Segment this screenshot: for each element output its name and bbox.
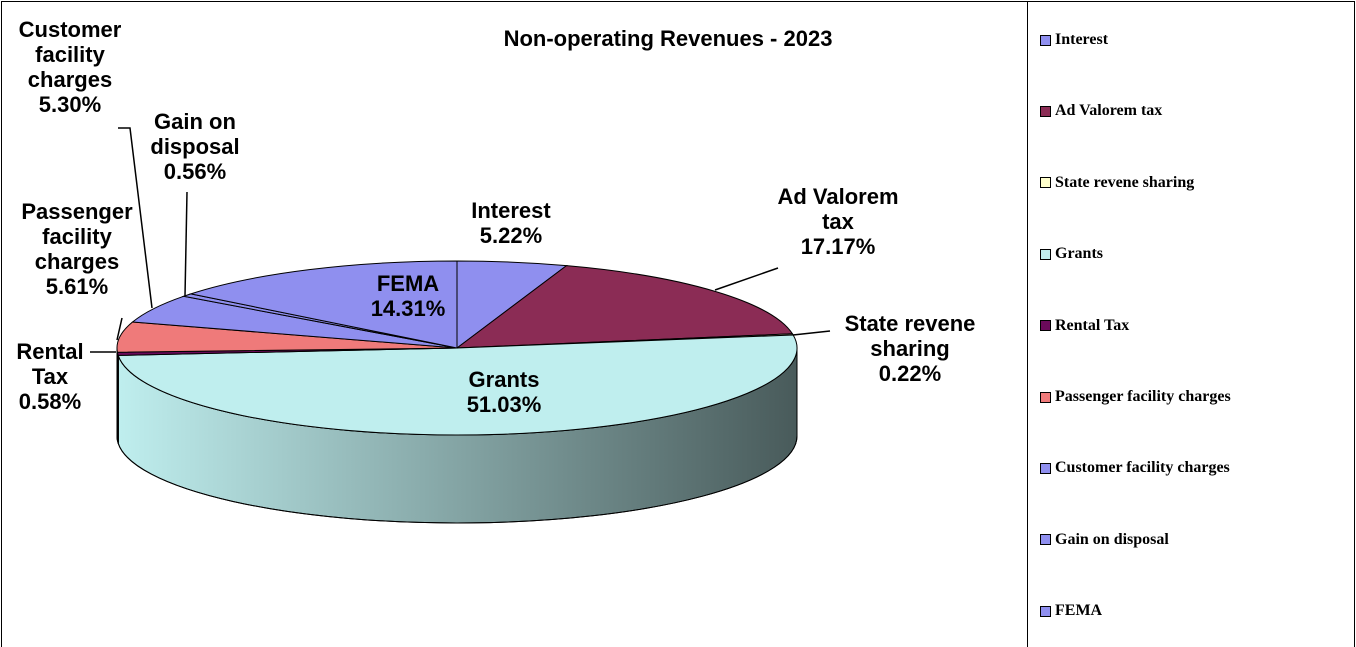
data-label: Grants 51.03% [429,367,579,417]
chart-title: Non-operating Revenues - 2023 [503,26,833,51]
legend-swatch [1040,248,1051,260]
legend: Interest Ad Valorem tax State revene shari… [1028,0,1354,646]
label-value: 0.56% [163,159,227,184]
legend-label: FEMA [1055,602,1103,620]
legend-item: Rental Tax [1040,317,1129,335]
label-value: 5.30% [38,92,102,117]
legend-item: Passenger facility charges [1040,388,1231,406]
slice [455,265,794,349]
pie [116,260,798,524]
label-name: Interest [471,198,551,223]
legend-label: Rental Tax [1055,316,1130,334]
data-label: Ad Valorem tax 17.17% [763,184,913,259]
label-name: Passenger facility charges [21,199,133,274]
legend-item: Interest [1040,31,1108,49]
data-label: State revene sharing 0.22% [815,311,1005,386]
legend-swatch [1040,605,1051,617]
legend-swatch [1040,105,1051,117]
label-value: 0.58% [18,389,82,414]
legend-item: Customer facility charges [1040,459,1230,477]
legend-item: FEMA [1040,602,1102,620]
slice [117,334,798,436]
legend-swatch [1040,177,1051,189]
leaders [90,127,831,353]
leader-line [184,191,188,297]
label-name: FEMA [376,271,440,296]
label-name: State revene sharing [844,311,976,361]
label-value: 17.17% [800,234,876,259]
leader-line [792,330,831,336]
legend-item: Gain on disposal [1040,531,1169,549]
label-value: 0.22% [878,361,942,386]
label-name: Rental Tax [16,339,84,389]
label-name: Customer facility charges [18,17,122,92]
label-value: 14.31% [370,296,446,321]
leader-line [714,267,779,291]
legend-swatch [1040,391,1051,403]
legend-swatch [1040,462,1051,474]
label-value: 5.61% [45,274,109,299]
legend-label: Ad Valorem tax [1055,102,1163,120]
legend-label: Grants [1055,245,1103,263]
label-value: 5.22% [479,223,543,248]
data-label: Passenger facility charges 5.61% [2,199,152,299]
legend-label: Passenger facility charges [1055,388,1231,405]
label-name: Grants [468,367,540,392]
legend-swatch [1040,34,1051,46]
legend-item: State revene sharing [1040,174,1194,192]
leader-line [118,127,153,309]
legend-label: Customer facility charges [1055,459,1230,477]
legend-label: State revene sharing [1055,173,1195,191]
label-name: Gain on disposal [150,109,240,159]
label-name: Ad Valorem tax [777,184,899,234]
data-label: Gain on disposal 0.56% [135,109,255,184]
legend-item: Grants [1040,245,1103,263]
slice [188,260,458,349]
data-label: FEMA 14.31% [348,271,468,321]
data-label: Interest 5.22% [436,198,586,248]
legend-swatch [1040,534,1051,546]
legend-label: Gain on disposal [1055,530,1169,548]
leader-line [116,317,123,341]
label-value: 51.03% [466,392,542,417]
legend-label: Interest [1055,31,1109,48]
legend-swatch [1040,320,1051,332]
data-label: Customer facility charges 5.30% [0,17,145,117]
data-label: Rental Tax 0.58% [5,339,95,414]
legend-item: Ad Valorem tax [1040,102,1162,120]
